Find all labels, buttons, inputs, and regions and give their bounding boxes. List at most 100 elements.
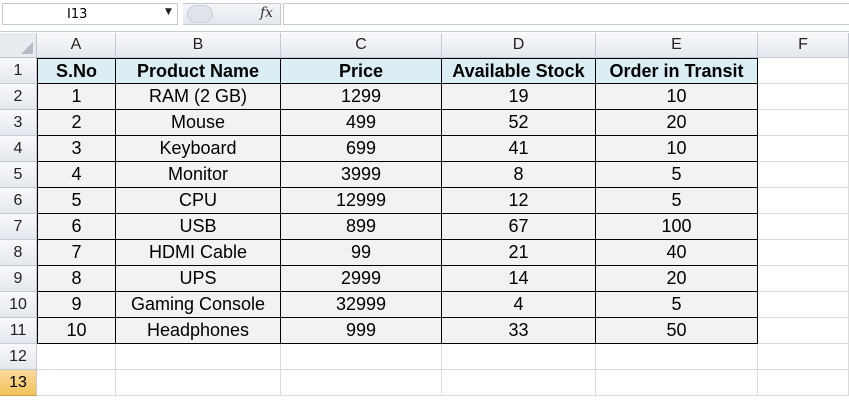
select-all-corner[interactable] (0, 33, 37, 58)
table-cell[interactable]: 12999 (281, 188, 442, 214)
table-header-cell[interactable]: Price (281, 58, 442, 84)
cell-d13[interactable] (442, 370, 596, 396)
table-cell[interactable]: 2999 (281, 266, 442, 292)
table-cell[interactable]: CPU (116, 188, 281, 214)
table-cell[interactable]: Mouse (116, 110, 281, 136)
row-header-5[interactable]: 5 (0, 162, 37, 188)
cell-f11[interactable] (758, 318, 849, 344)
table-cell[interactable]: 50 (596, 318, 758, 344)
cell-e12[interactable] (596, 344, 758, 370)
cell-f5[interactable] (758, 162, 849, 188)
table-cell[interactable]: Monitor (116, 162, 281, 188)
row-header-10[interactable]: 10 (0, 292, 37, 318)
cell-f13[interactable] (758, 370, 849, 396)
table-cell[interactable]: 10 (37, 318, 116, 344)
table-cell[interactable]: USB (116, 214, 281, 240)
table-cell[interactable]: 4 (442, 292, 596, 318)
cell-f12[interactable] (758, 344, 849, 370)
table-cell[interactable]: 499 (281, 110, 442, 136)
table-cell[interactable]: 14 (442, 266, 596, 292)
column-header-d[interactable]: D (442, 33, 596, 58)
cell-f6[interactable] (758, 188, 849, 214)
formula-input[interactable] (283, 3, 849, 25)
row-header-12[interactable]: 12 (0, 344, 37, 370)
column-header-b[interactable]: B (116, 33, 281, 58)
table-cell[interactable]: Keyboard (116, 136, 281, 162)
cell-f2[interactable] (758, 84, 849, 110)
row-header-2[interactable]: 2 (0, 84, 37, 110)
table-cell[interactable]: 5 (37, 188, 116, 214)
table-cell[interactable]: 899 (281, 214, 442, 240)
table-cell[interactable]: 33 (442, 318, 596, 344)
table-cell[interactable]: RAM (2 GB) (116, 84, 281, 110)
table-cell[interactable]: 3 (37, 136, 116, 162)
cell-f3[interactable] (758, 110, 849, 136)
cell-b13[interactable] (116, 370, 281, 396)
table-cell[interactable]: 12 (442, 188, 596, 214)
table-header-cell[interactable]: Product Name (116, 58, 281, 84)
table-cell[interactable]: 41 (442, 136, 596, 162)
table-cell[interactable]: HDMI Cable (116, 240, 281, 266)
row-header-7[interactable]: 7 (0, 214, 37, 240)
table-cell[interactable]: 699 (281, 136, 442, 162)
row-header-3[interactable]: 3 (0, 110, 37, 136)
table-cell[interactable]: 4 (37, 162, 116, 188)
cell-f9[interactable] (758, 266, 849, 292)
column-header-c[interactable]: C (281, 33, 442, 58)
cell-f8[interactable] (758, 240, 849, 266)
table-cell[interactable]: 67 (442, 214, 596, 240)
row-header-8[interactable]: 8 (0, 240, 37, 266)
table-cell[interactable]: 10 (596, 84, 758, 110)
table-cell[interactable]: 1 (37, 84, 116, 110)
table-cell[interactable]: 52 (442, 110, 596, 136)
table-header-cell[interactable]: Available Stock (442, 58, 596, 84)
table-header-cell[interactable]: Order in Transit (596, 58, 758, 84)
table-cell[interactable]: 8 (37, 266, 116, 292)
insert-function-icon[interactable]: fx (260, 5, 274, 21)
row-header-1[interactable]: 1 (0, 58, 37, 84)
table-cell[interactable]: 6 (37, 214, 116, 240)
table-cell[interactable]: 7 (37, 240, 116, 266)
cell-b12[interactable] (116, 344, 281, 370)
table-cell[interactable]: Gaming Console (116, 292, 281, 318)
table-cell[interactable]: 100 (596, 214, 758, 240)
cancel-edit-icon[interactable] (187, 5, 213, 23)
table-cell[interactable]: 19 (442, 84, 596, 110)
table-cell[interactable]: 9 (37, 292, 116, 318)
table-cell[interactable]: UPS (116, 266, 281, 292)
row-header-13[interactable]: 13 (0, 370, 37, 396)
cell-a13[interactable] (37, 370, 116, 396)
table-cell[interactable]: 32999 (281, 292, 442, 318)
column-header-f[interactable]: F (758, 33, 849, 58)
column-header-e[interactable]: E (596, 33, 758, 58)
name-box[interactable]: I13 ▼ (2, 3, 178, 25)
table-cell[interactable]: 5 (596, 162, 758, 188)
table-cell[interactable]: 20 (596, 266, 758, 292)
table-cell[interactable]: 999 (281, 318, 442, 344)
table-cell[interactable]: 20 (596, 110, 758, 136)
cell-d12[interactable] (442, 344, 596, 370)
cell-f4[interactable] (758, 136, 849, 162)
table-cell[interactable]: 5 (596, 292, 758, 318)
cell-c13[interactable] (281, 370, 442, 396)
cell-a12[interactable] (37, 344, 116, 370)
row-header-6[interactable]: 6 (0, 188, 37, 214)
row-header-9[interactable]: 9 (0, 266, 37, 292)
table-header-cell[interactable]: S.No (37, 58, 116, 84)
table-cell[interactable]: 2 (37, 110, 116, 136)
chevron-down-icon[interactable]: ▼ (165, 7, 172, 17)
table-cell[interactable]: 8 (442, 162, 596, 188)
column-header-a[interactable]: A (37, 33, 116, 58)
cell-e13[interactable] (596, 370, 758, 396)
row-header-11[interactable]: 11 (0, 318, 37, 344)
table-cell[interactable]: 21 (442, 240, 596, 266)
cell-c12[interactable] (281, 344, 442, 370)
row-header-4[interactable]: 4 (0, 136, 37, 162)
cell-f1[interactable] (758, 58, 849, 84)
table-cell[interactable]: 99 (281, 240, 442, 266)
cell-f10[interactable] (758, 292, 849, 318)
table-cell[interactable]: 1299 (281, 84, 442, 110)
table-cell[interactable]: 5 (596, 188, 758, 214)
table-cell[interactable]: 3999 (281, 162, 442, 188)
table-cell[interactable]: Headphones (116, 318, 281, 344)
